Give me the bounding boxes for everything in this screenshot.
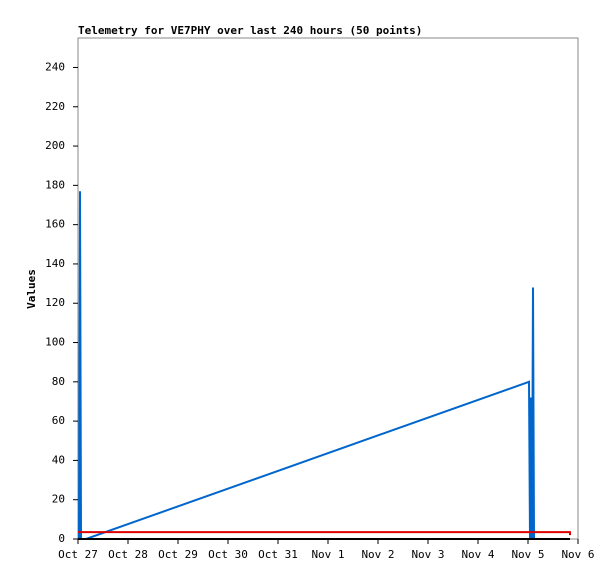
series-line [78,531,571,536]
y-tick-label: 100 [45,336,65,349]
y-tick-label: 180 [45,178,65,191]
x-tick-label: Nov 2 [361,548,394,561]
x-tick-label: Oct 29 [158,548,198,561]
y-tick-label: 200 [45,139,65,152]
x-tick-label: Nov 1 [311,548,344,561]
series-line [78,191,535,540]
x-tick-label: Oct 30 [208,548,248,561]
y-tick-label: 240 [45,60,65,73]
x-tick-label: Nov 5 [511,548,544,561]
y-tick-label: 220 [45,100,65,113]
y-tick-label: 40 [52,453,65,466]
x-tick-label: Nov 6 [561,548,594,561]
y-tick-label: 160 [45,218,65,231]
chart-title: Telemetry for VE7PHY over last 240 hours… [78,24,422,37]
x-tick-label: Oct 31 [258,548,298,561]
y-tick-label: 80 [52,375,65,388]
x-tick-label: Oct 27 [58,548,98,561]
y-tick-label: 0 [58,532,65,545]
x-tick-label: Nov 3 [411,548,444,561]
y-tick-label: 140 [45,257,65,270]
y-axis-label: Values [25,269,38,309]
y-tick-label: 120 [45,296,65,309]
x-tick-label: Oct 28 [108,548,148,561]
y-tick-label: 60 [52,414,65,427]
plot-frame [77,37,579,540]
y-tick-label: 20 [52,493,65,506]
x-tick-label: Nov 4 [461,548,494,561]
